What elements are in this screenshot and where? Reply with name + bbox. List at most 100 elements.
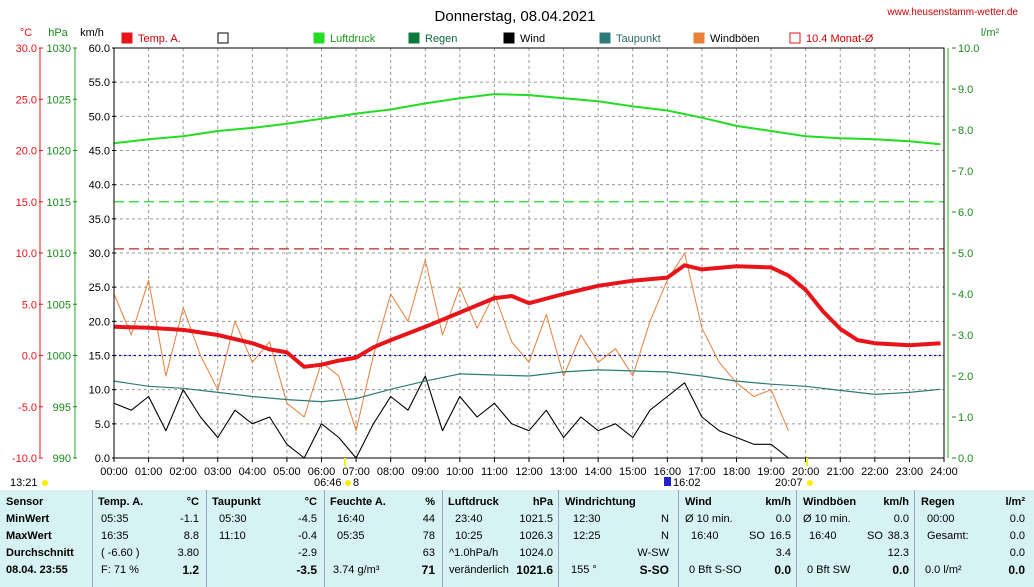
noon-time: 16:02: [673, 477, 701, 489]
gust-max-value: 38.3: [887, 530, 909, 542]
x-tick-label: 20:00: [792, 466, 820, 478]
temp-max-time: 16:35: [101, 530, 129, 542]
hum-avg-value: 63: [422, 547, 435, 559]
temp-tick-label: 30.0: [16, 43, 37, 55]
rain-avg-value: 0.0: [1009, 547, 1025, 559]
legend-label: Luftdruck: [330, 33, 376, 45]
pressure-tick-label: 1010: [47, 248, 71, 260]
x-tick-label: 02:00: [169, 466, 197, 478]
pressure-tick-label: 1000: [47, 351, 71, 363]
dew-max-time: 11:10: [219, 530, 246, 542]
temp-tick-label: -10.0: [12, 453, 37, 465]
legend-swatch: [217, 32, 229, 44]
rain-unit: l/m²: [1005, 496, 1025, 508]
rain-min-time: 00:00: [927, 513, 955, 525]
col-pressure: Luftdruck hPa 23:40 1021.5 10:25 1026.3 …: [442, 490, 559, 587]
row-label-max: MaxWert: [6, 530, 52, 542]
temp-tick-label: 10.0: [16, 248, 37, 260]
gust-current: 0.0: [892, 563, 909, 577]
wind-avg-value: 3.4: [775, 547, 791, 559]
temp-avg-value: 3.80: [177, 547, 199, 559]
chart-grid: [114, 48, 944, 458]
x-tick-label: 01:00: [135, 466, 163, 478]
x-tick-label: 23:00: [896, 466, 924, 478]
rain-tick-label: 1.0: [958, 412, 973, 424]
wind-tick-label: 60.0: [89, 43, 110, 55]
legend-swatch: [408, 32, 420, 44]
row-label-avg: Durchschnitt: [6, 547, 74, 559]
wind-tick-label: 25.0: [89, 282, 110, 294]
rain-tick-label: 5.0: [958, 248, 973, 260]
website-link[interactable]: www.heusenstamm-wetter.de: [886, 7, 1018, 18]
statistics-table: Sensor MinWert MaxWert Durchschnitt 08.0…: [0, 490, 1034, 587]
x-tick-label: 13:00: [550, 466, 578, 478]
legend-label: Temp. A.: [138, 33, 181, 45]
gust-max-dir: SO: [867, 530, 883, 542]
x-tick-label: 07:00: [342, 466, 370, 478]
legend-label: Windböen: [710, 33, 760, 45]
x-tick-label: 10:00: [446, 466, 474, 478]
pressure-tick-label: 1030: [47, 43, 71, 55]
wind-current: 0.0: [774, 563, 791, 577]
x-tick-label: 16:00: [654, 466, 682, 478]
wind-tick-label: 10.0: [89, 385, 110, 397]
wind-unit: km/h: [765, 496, 791, 508]
press-current: 1021.6: [516, 563, 553, 577]
rain-total-value: 0.0: [1009, 530, 1025, 542]
chart-series: [113, 93, 941, 459]
dew-min-time: 05:30: [219, 513, 247, 525]
temp-tick-label: 25.0: [16, 94, 37, 106]
x-tick-label: 21:00: [826, 466, 854, 478]
wind-axis-label: km/h: [80, 27, 104, 39]
hum-current: 71: [421, 563, 435, 577]
hum-max-value: 78: [422, 530, 435, 542]
wind-tick-label: 35.0: [89, 214, 110, 226]
temp-avg-extra: ( -6.60 ): [101, 547, 140, 559]
col-wind: Wind km/h Ø 10 min. 0.0 16:40 SO 16.5 3.…: [678, 490, 797, 587]
gust-avg-value: 12.3: [887, 547, 909, 559]
chart-legend: Temp. A. Luftdruck Regen Wind Taupunkt Windbö…: [121, 32, 874, 45]
col-rain: Regen l/m² 00:00 0.0 Gesamt: 0.0 0.0 0.0…: [914, 490, 1034, 587]
dir-avg-value: W-SW: [637, 547, 669, 559]
col-wind-direction: Windrichtung 12:30 N 12:25 N W-SW 155 ° …: [558, 490, 679, 587]
wind-tick-label: 5.0: [95, 419, 110, 431]
temp-tick-label: 20.0: [16, 146, 37, 158]
rain-tick-label: 3.0: [958, 330, 973, 342]
wind-tick-label: 40.0: [89, 180, 110, 192]
col-humidity: Feuchte A. % 16:40 44 05:35 78 63 3.74 g…: [324, 490, 443, 587]
rain-axis-label: l/m²: [981, 27, 1000, 39]
rain-tick-label: 10.0: [958, 43, 979, 55]
rain-min-value: 0.0: [1009, 513, 1025, 525]
x-tick-label: 19:00: [757, 466, 785, 478]
series-line-windb-en: [113, 252, 789, 432]
x-tick-label: 12:00: [515, 466, 543, 478]
wind-tick-label: 50.0: [89, 111, 110, 123]
sunrise-time: 06:46: [314, 477, 342, 489]
series-line-taupunkt: [113, 369, 941, 403]
x-tick-label: 09:00: [411, 466, 439, 478]
pressure-tick-label: 995: [53, 402, 71, 414]
dew-unit: °C: [304, 496, 317, 508]
current-datetime: 08.04. 23:55: [6, 564, 68, 576]
wind-tick-label: 30.0: [89, 248, 110, 260]
legend-swatch: [693, 32, 705, 44]
temp-min-time: 05:35: [101, 513, 129, 525]
wind-max-time: 16:40: [691, 530, 719, 542]
x-tick-label: 15:00: [619, 466, 647, 478]
wind-tick-label: 15.0: [89, 351, 110, 363]
x-tick-label: 14:00: [584, 466, 612, 478]
pressure-tick-label: 1015: [47, 197, 71, 209]
col-temp: Temp. A. °C 05:35 -1.1 16:35 8.8 ( -6.60…: [92, 490, 207, 587]
wind-tick-label: 20.0: [89, 316, 110, 328]
legend-label: 10.4 Monat-Ø: [806, 33, 874, 45]
legend-label: Wind: [520, 33, 545, 45]
wind-min-value: 0.0: [775, 513, 791, 525]
dir-min-time: 12:30: [573, 513, 601, 525]
dew-avg-value: -2.9: [298, 547, 317, 559]
sunset-tick: [806, 458, 808, 466]
press-unit: hPa: [532, 496, 553, 508]
temp-min-value: -1.1: [180, 513, 199, 525]
hum-header: Feuchte A.: [330, 496, 386, 508]
sunrise-tick: [344, 458, 346, 466]
x-tick-label: 11:00: [481, 466, 508, 478]
